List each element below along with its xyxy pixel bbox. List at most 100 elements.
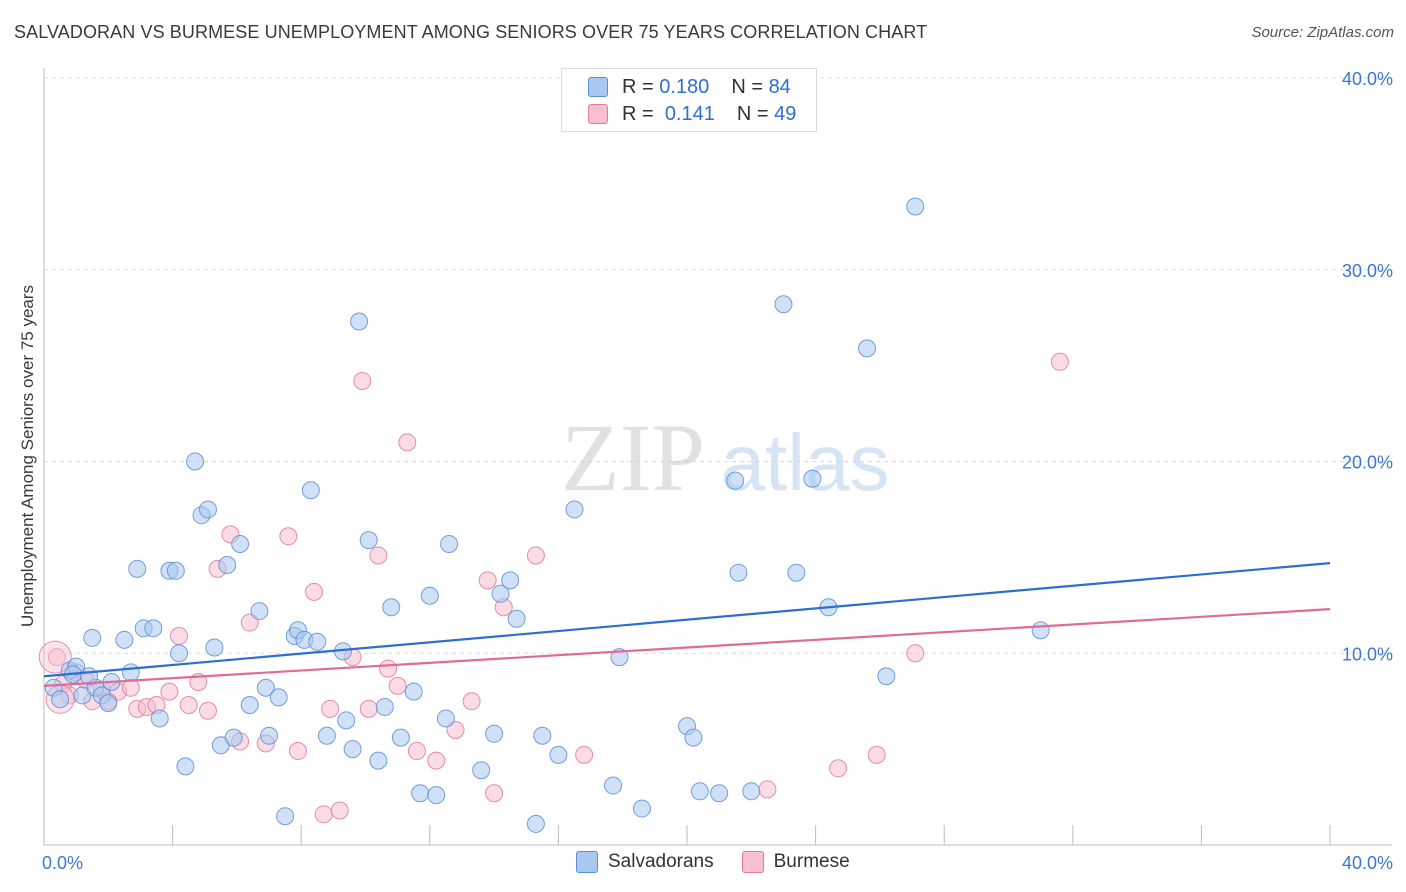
y-tick-label: 30.0% [1342, 261, 1393, 281]
legend-row-burmese: R = 0.141 N = 49 [588, 101, 796, 127]
salvadoran-point [240, 696, 259, 715]
salvadoran-point [427, 786, 446, 805]
legend-swatch-burmese [588, 104, 608, 124]
salvadoran-point [121, 663, 140, 682]
burmese-point [407, 742, 426, 761]
burmese-point [330, 801, 349, 820]
burmese-trend-line [43, 608, 1331, 687]
burmese-point [462, 692, 481, 711]
axes [43, 68, 1392, 846]
correlation-legend: R = 0.180 N = 84 R = 0.141 N = 49 [561, 68, 817, 132]
salvadoran-point [198, 500, 217, 519]
legend-r-label: R = [622, 102, 654, 125]
burmese-point [240, 613, 259, 632]
legend-n-value: 84 [768, 75, 791, 98]
burmese-point [198, 701, 217, 720]
burmese-point [485, 784, 504, 803]
legend-r-value: 0.180 [659, 75, 710, 98]
burmese-point [305, 582, 324, 601]
burmese-point [379, 659, 398, 678]
burmese-point [160, 682, 179, 701]
burmese-point [526, 546, 545, 565]
salvadoran-point [690, 782, 709, 801]
burmese-point [353, 371, 372, 390]
salvadoran-point [150, 709, 169, 728]
burmese-point [867, 745, 886, 764]
salvadoran-point [128, 559, 147, 578]
salvadoran-point [276, 807, 295, 826]
salvadoran-point [411, 784, 430, 803]
legend-swatch-salvadorans [588, 77, 608, 97]
y-tick-label: 10.0% [1342, 644, 1393, 664]
burmese-point [279, 527, 298, 546]
salvadoran-point [787, 563, 806, 582]
salvadoran-point [507, 609, 526, 628]
salvadorans-swatch [576, 851, 598, 873]
salvadoran-point [256, 678, 275, 697]
burmese-point [478, 571, 497, 590]
series-legend: Salvadorans Burmese [576, 851, 878, 873]
salvadoran-point [115, 630, 134, 649]
burmese-point [446, 720, 465, 739]
salvadoran-trend-line [43, 562, 1331, 678]
burmese-point [398, 433, 417, 452]
burmese-point [758, 780, 777, 799]
salvadoran-point [565, 500, 584, 519]
legend-n-label: N = [736, 102, 769, 125]
source-credit: Source: ZipAtlas.com [1251, 24, 1394, 41]
salvadoran-point [337, 711, 356, 730]
salvadoran-point [51, 690, 70, 709]
series-legend-burmese[interactable]: Burmese [741, 851, 850, 873]
salvadoran-point [205, 638, 224, 657]
salvadoran-point [391, 728, 410, 747]
salvadoran-point [186, 452, 205, 471]
salvadorans-label: Salvadorans [608, 851, 714, 872]
salvadoran-point [359, 531, 378, 550]
salvadoran-point [218, 556, 237, 575]
salvadoran-point [176, 757, 195, 776]
salvadoran-point [501, 571, 520, 590]
salvadoran-point [250, 602, 269, 621]
salvadoran-point [231, 534, 250, 553]
salvadoran-point [742, 782, 761, 801]
zipatlas-watermark: ZIP atlas [561, 404, 889, 511]
salvadoran-point [729, 563, 748, 582]
salvadoran-point [858, 339, 877, 358]
burmese-point [1050, 352, 1069, 371]
salvadoran-point [382, 598, 401, 617]
burmese-swatch [741, 851, 764, 873]
salvadoran-point [710, 784, 729, 803]
salvadoran-point [350, 312, 369, 331]
salvadoran-point [260, 726, 279, 745]
burmese-point [369, 546, 388, 565]
salvadoran-series [44, 197, 1050, 833]
salvadoran-point [877, 667, 896, 686]
burmese-point [829, 759, 848, 778]
legend-n-value: 49 [774, 102, 797, 125]
salvadoran-point [420, 586, 439, 605]
salvadoran-point [485, 724, 504, 743]
tick-labels: 10.0% 20.0% 30.0% 40.0% 0.0% 40.0% [42, 69, 1393, 873]
salvadoran-point [170, 644, 189, 663]
trend-lines [43, 562, 1331, 687]
salvadoran-point [774, 295, 793, 314]
burmese-point [388, 676, 407, 695]
salvadoran-point [726, 471, 745, 490]
burmese-point [314, 805, 333, 824]
salvadoran-point [472, 761, 491, 780]
y-tick-label: 40.0% [1342, 69, 1393, 89]
salvadoran-point [803, 469, 822, 488]
series-legend-salvadorans[interactable]: Salvadorans [576, 851, 714, 873]
burmese-point [179, 696, 198, 715]
legend-row-salvadorans: R = 0.180 N = 84 [588, 74, 791, 100]
salvadoran-point [684, 728, 703, 747]
salvadoran-point [1031, 621, 1050, 640]
salvadoran-point [99, 694, 118, 713]
salvadoran-point [343, 740, 362, 759]
salvadoran-point [83, 628, 102, 647]
salvadoran-point [369, 751, 388, 770]
salvadoran-point [166, 561, 185, 580]
salvadoran-point [632, 799, 651, 818]
salvadoran-point [404, 682, 423, 701]
